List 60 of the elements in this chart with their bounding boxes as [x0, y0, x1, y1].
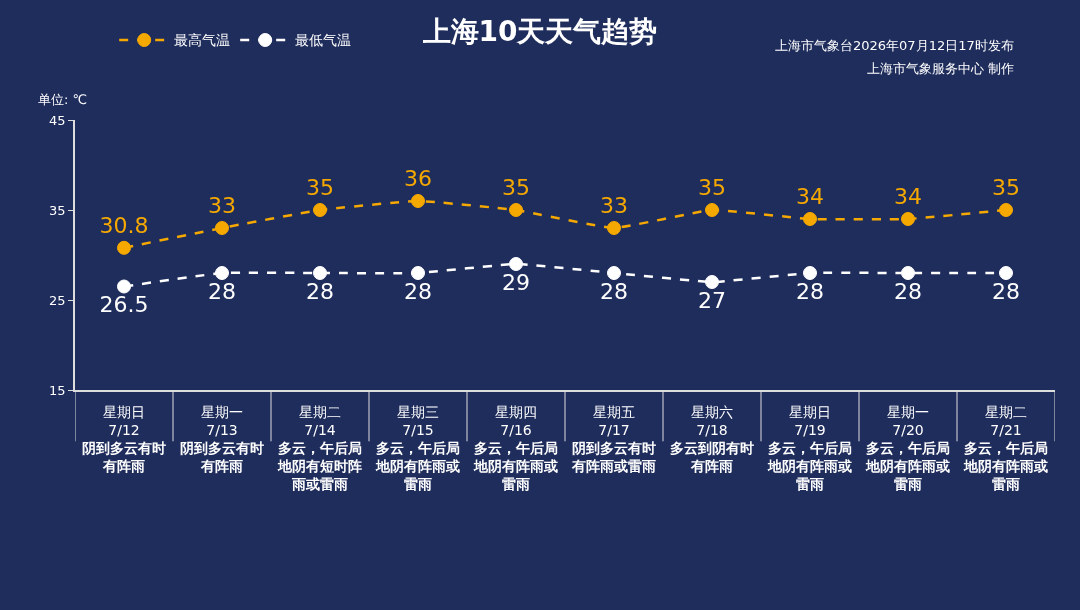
point: [215, 266, 229, 280]
x-tick-label: 星期日 7/12 阴到多云有时有阵雨: [82, 403, 166, 475]
point: [411, 194, 425, 208]
data-label: 28: [796, 278, 824, 304]
point: [803, 212, 817, 226]
data-label: 30.8: [99, 213, 149, 239]
point: [313, 203, 327, 217]
point: [215, 221, 229, 235]
data-label: 28: [600, 278, 628, 304]
data-label: 28: [894, 278, 922, 304]
data-label: 36: [404, 166, 432, 192]
x-tick-label: 星期日 7/19 多云，午后局地阴有阵雨或雷雨: [767, 403, 852, 493]
x-tick-label: 星期五 7/17 阴到多云有时有阵雨或雷雨: [571, 403, 656, 475]
y-tick-label: 45: [49, 112, 66, 128]
x-tick-label: 星期四 7/16 多云，午后局地阴有阵雨或雷雨: [473, 403, 558, 493]
point: [705, 203, 719, 217]
x-tick-label: 星期二 7/14 多云，午后局地阴有短时阵雨或雷雨: [277, 403, 362, 493]
point: [901, 212, 915, 226]
data-label: 28: [992, 278, 1020, 304]
point: [901, 266, 915, 280]
y-axis-title: 单位: ℃: [38, 92, 88, 107]
point: [999, 266, 1013, 280]
point: [117, 279, 131, 294]
data-label: 35: [306, 175, 334, 201]
data-label: 27: [698, 287, 726, 313]
data-label: 33: [600, 193, 628, 219]
data-label: 29: [502, 269, 530, 295]
x-tick-label: 星期一 7/20 多云，午后局地阴有阵雨或雷雨: [865, 403, 950, 493]
chart-title: 上海10天天气趋势: [421, 14, 658, 48]
y-tick-label: 15: [49, 382, 66, 398]
legend-label: 最高气温: [174, 32, 231, 49]
data-label: 35: [698, 175, 726, 201]
point: [117, 240, 131, 255]
data-label: 28: [208, 278, 236, 304]
point: [313, 266, 327, 280]
data-label: 33: [208, 193, 236, 219]
point: [705, 275, 719, 289]
point: [607, 266, 621, 280]
x-tick-label: 星期一 7/13 阴到多云有时有阵雨: [180, 403, 264, 475]
text: 上海市气象台2026年07月12日17时发布: [775, 38, 1014, 53]
x-tick-label: 星期二 7/21 多云，午后局地阴有阵雨或雷雨: [963, 403, 1048, 493]
y-tick-label: 25: [49, 292, 66, 308]
point: [803, 266, 817, 280]
y-tick-label: 35: [49, 202, 66, 218]
x-tick-label: 星期六 7/18 多云到阴有时有阵雨: [670, 403, 754, 475]
text: 上海市气象服务中心 制作: [867, 61, 1015, 76]
point: [411, 266, 425, 280]
point: [509, 203, 523, 217]
point: [999, 203, 1013, 217]
data-label: 28: [404, 278, 432, 304]
data-label: 35: [502, 175, 530, 201]
x-tick-label: 星期三 7/15 多云，午后局地阴有阵雨或雷雨: [375, 403, 460, 493]
point: [607, 221, 621, 235]
data-label: 34: [796, 184, 824, 210]
data-label: 34: [894, 184, 922, 210]
data-label: 26.5: [99, 292, 149, 318]
data-label: 28: [306, 278, 334, 304]
legend-label: 最低气温: [295, 32, 352, 49]
data-label: 35: [992, 175, 1020, 201]
point: [509, 257, 523, 271]
